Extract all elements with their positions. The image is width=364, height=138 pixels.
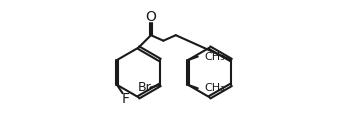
Text: CH₃: CH₃ — [204, 83, 225, 93]
Text: O: O — [146, 10, 157, 24]
Text: CH₃: CH₃ — [204, 52, 225, 62]
Text: Br: Br — [137, 81, 151, 94]
Text: F: F — [122, 92, 130, 106]
